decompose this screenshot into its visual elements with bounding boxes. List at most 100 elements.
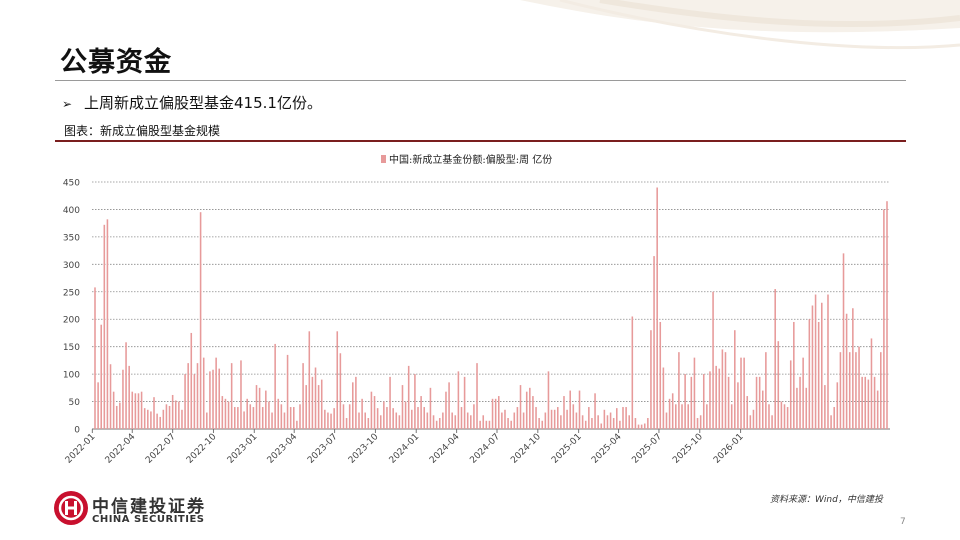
bar: [261, 407, 264, 429]
brand-name-cn: 中信建投证券: [92, 497, 206, 517]
bar: [752, 409, 755, 429]
bar: [398, 415, 401, 429]
bar: [479, 420, 481, 429]
bar: [821, 302, 823, 429]
bar: [858, 346, 860, 429]
bar: [625, 407, 627, 429]
bar: [137, 393, 140, 429]
bar: [541, 420, 544, 429]
x-tick-label: 2023-01: [226, 432, 260, 466]
bar: [134, 393, 137, 429]
bar: [684, 374, 686, 429]
y-tick-label: 400: [63, 206, 80, 216]
bar: [131, 391, 134, 429]
bar: [830, 415, 832, 429]
bar: [696, 418, 699, 429]
brand-name-en: CHINA SECURITIES: [92, 514, 205, 525]
bar: [836, 382, 839, 429]
bar: [712, 291, 714, 429]
bar: [376, 408, 379, 429]
bar: [774, 289, 776, 429]
bar: [873, 376, 876, 429]
bar: [202, 357, 205, 429]
bar: [699, 415, 702, 429]
bar: [525, 391, 528, 429]
bar: [591, 418, 593, 429]
bar: [609, 412, 612, 429]
bar: [379, 415, 382, 429]
bar: [575, 412, 578, 429]
bar: [221, 396, 224, 429]
bar: [299, 404, 301, 429]
bar: [839, 352, 842, 429]
bar: [544, 412, 547, 429]
bar: [103, 224, 106, 429]
bar: [817, 321, 820, 429]
bar: [650, 330, 652, 429]
page-number: 7: [900, 517, 906, 527]
bar: [429, 387, 432, 429]
bar: [348, 404, 351, 429]
bar: [671, 393, 674, 429]
bar: [814, 294, 817, 429]
bar: [765, 352, 767, 429]
bar: [171, 394, 174, 429]
bar: [659, 321, 662, 429]
bar: [637, 424, 640, 429]
bar: [233, 407, 236, 429]
bar: [240, 360, 242, 429]
y-tick-label: 150: [63, 343, 80, 353]
bar: [535, 407, 537, 429]
bar: [206, 412, 208, 429]
bar: [867, 379, 870, 429]
bar: [364, 412, 366, 429]
bar: [864, 376, 867, 429]
bar: [631, 316, 634, 429]
bar: [808, 319, 811, 429]
bar: [265, 390, 267, 429]
chart-legend: 中国:新成立基金份额:偏股型:周 亿份: [381, 153, 552, 166]
bar: [411, 409, 413, 429]
bar: [777, 341, 780, 429]
bar: [827, 294, 829, 429]
bar: [383, 401, 385, 429]
bar: [460, 407, 463, 429]
bar: [190, 332, 193, 429]
bar: [94, 287, 96, 429]
bar: [333, 408, 335, 429]
bar: [342, 404, 345, 429]
bar: [414, 374, 416, 429]
bar: [588, 407, 590, 429]
bar: [563, 396, 565, 429]
bar: [501, 412, 503, 429]
bar: [734, 330, 736, 429]
bar: [647, 418, 649, 429]
bar: [330, 413, 332, 429]
bar: [743, 357, 745, 429]
bar: [293, 407, 295, 429]
bar: [184, 374, 186, 429]
bar: [802, 357, 804, 429]
bar: [653, 256, 655, 429]
bar: [619, 420, 621, 429]
bar: [758, 376, 761, 429]
y-tick-label: 350: [63, 233, 80, 243]
y-tick-label: 450: [63, 179, 80, 189]
bar: [454, 415, 457, 429]
source-note: 资料来源：Wind，中信建投: [770, 495, 883, 505]
bar: [283, 412, 286, 429]
bar: [274, 343, 276, 429]
bar: [165, 404, 168, 429]
bar: [463, 376, 466, 429]
x-tick-label: 2025-07: [630, 432, 664, 466]
bar: [143, 408, 146, 429]
bar: [404, 401, 407, 429]
bar: [140, 391, 143, 429]
page-title: 公募资金: [60, 47, 172, 78]
bar: [718, 368, 721, 429]
bar: [122, 369, 124, 429]
bar: [112, 391, 115, 429]
bar: [286, 354, 289, 429]
bar: [519, 385, 522, 429]
bar: [181, 409, 183, 429]
